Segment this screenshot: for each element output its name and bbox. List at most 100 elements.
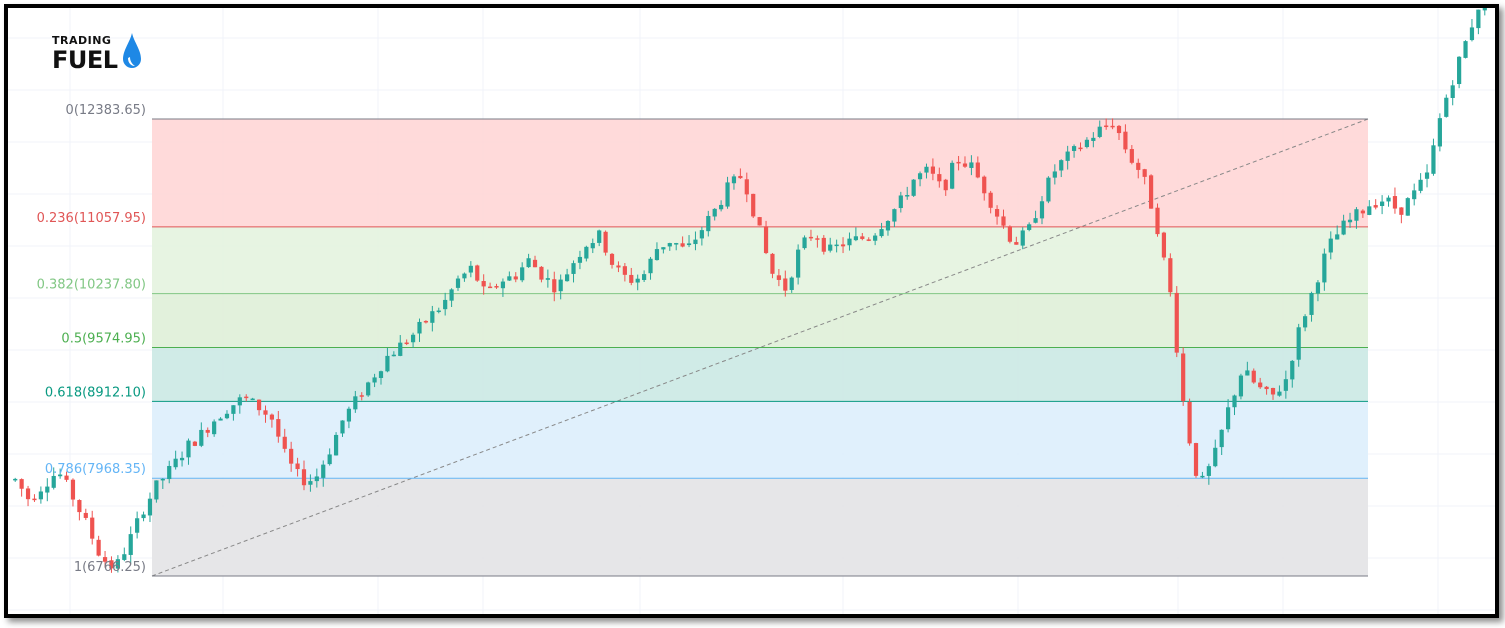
- candle-body: [930, 166, 935, 174]
- candle-body: [763, 226, 769, 254]
- fib-level-label-6: 1(6766.25): [74, 560, 146, 575]
- candle-body: [622, 266, 627, 275]
- candle-body: [327, 454, 332, 465]
- candle-body: [1238, 375, 1244, 397]
- candle-body: [1027, 224, 1032, 230]
- candle-body: [462, 273, 467, 279]
- candle-body: [90, 517, 95, 539]
- candle-body: [770, 253, 775, 274]
- candle-body: [391, 354, 396, 357]
- candle-body: [160, 478, 165, 481]
- candle-body: [1258, 382, 1263, 388]
- candle-body: [719, 204, 724, 210]
- candle-body: [1142, 169, 1147, 177]
- candle-body: [295, 463, 300, 470]
- candle-body: [1270, 387, 1276, 395]
- candle-body: [205, 429, 210, 433]
- candle-body: [866, 239, 871, 241]
- candle-body: [1424, 172, 1430, 179]
- candle-body: [943, 179, 948, 191]
- candle-body: [1181, 353, 1186, 402]
- candle-body: [1110, 125, 1115, 128]
- candle-body: [1386, 197, 1391, 202]
- candle-body: [905, 195, 910, 197]
- candle-body: [109, 560, 114, 569]
- candle-body: [212, 421, 217, 435]
- candle-body: [937, 174, 942, 182]
- candle-body: [648, 258, 653, 274]
- candle-body: [680, 243, 685, 247]
- candle-body: [513, 276, 518, 280]
- candle-body: [77, 500, 82, 513]
- candle-body: [1341, 220, 1346, 235]
- candle-body: [359, 395, 364, 397]
- candle-body: [1193, 443, 1199, 476]
- candle-body: [1405, 198, 1410, 216]
- fib-band-1: [152, 226, 1368, 294]
- candle-body: [179, 457, 185, 461]
- candle-body: [1457, 56, 1462, 85]
- candle-body: [51, 475, 56, 488]
- candle-body: [1232, 395, 1237, 408]
- fib-level-label-1: 0.236(11057.95): [37, 211, 146, 226]
- candle-body: [38, 491, 43, 500]
- candle-body: [1071, 146, 1077, 151]
- candle-body: [834, 244, 839, 247]
- candle-body: [898, 195, 903, 209]
- candle-body: [635, 278, 640, 283]
- candle-body: [263, 410, 268, 415]
- candle-body: [731, 176, 737, 184]
- candle-body: [1469, 27, 1475, 41]
- candle-body: [218, 418, 223, 421]
- candle-body: [122, 554, 127, 560]
- candle-body: [706, 215, 711, 232]
- candle-body: [526, 258, 531, 268]
- candle-body: [693, 239, 698, 245]
- chart-frame: 0(12383.65) 0.236(11057.95) 0.382(10237.80…: [4, 4, 1499, 618]
- candle-body: [147, 498, 153, 516]
- candle-body: [32, 498, 37, 501]
- candle-body: [308, 481, 313, 485]
- candle-body: [584, 246, 589, 259]
- fib-band-0: [152, 119, 1368, 227]
- candle-body: [1123, 131, 1128, 150]
- candle-body: [1084, 139, 1090, 148]
- candle-body: [776, 275, 781, 280]
- candle-body: [686, 243, 692, 246]
- fib-band-3: [152, 347, 1368, 402]
- candle-body: [674, 243, 679, 245]
- candle-body: [1399, 207, 1404, 215]
- candle-body: [199, 429, 204, 446]
- candle-body: [475, 265, 480, 281]
- candle-body: [192, 441, 197, 446]
- candle-body: [552, 279, 557, 293]
- candle-body: [853, 236, 858, 241]
- candle-body: [1328, 238, 1333, 253]
- candle-body: [520, 267, 525, 281]
- candle-body: [13, 478, 18, 481]
- candle-body: [565, 274, 570, 282]
- candle-body: [1380, 201, 1385, 206]
- fib-band-4: [152, 401, 1368, 479]
- candle-body: [1116, 125, 1122, 134]
- candle-body: [1296, 327, 1301, 360]
- candle-body: [58, 474, 63, 477]
- candle-body: [1168, 258, 1173, 293]
- candle-body: [1354, 209, 1359, 221]
- candle-body: [314, 476, 319, 482]
- candle-body: [1059, 160, 1064, 171]
- candle-body: [333, 434, 339, 456]
- candle-body: [860, 236, 865, 239]
- candle-body: [1200, 475, 1205, 478]
- candle-body: [404, 342, 409, 345]
- candle-body: [1444, 97, 1449, 117]
- candle-body: [751, 193, 756, 217]
- candle-body: [1335, 234, 1340, 240]
- trading-fuel-logo: TRADING FUEL: [52, 32, 162, 82]
- candle-body: [616, 265, 621, 268]
- fib-level-label-4: 0.618(8912.10): [45, 385, 146, 400]
- candle-body: [796, 249, 801, 278]
- candle-body: [231, 405, 236, 414]
- candle-body: [609, 253, 615, 265]
- fibonacci-chart: 0(12383.65) 0.236(11057.95) 0.382(10237.80…: [8, 8, 1495, 614]
